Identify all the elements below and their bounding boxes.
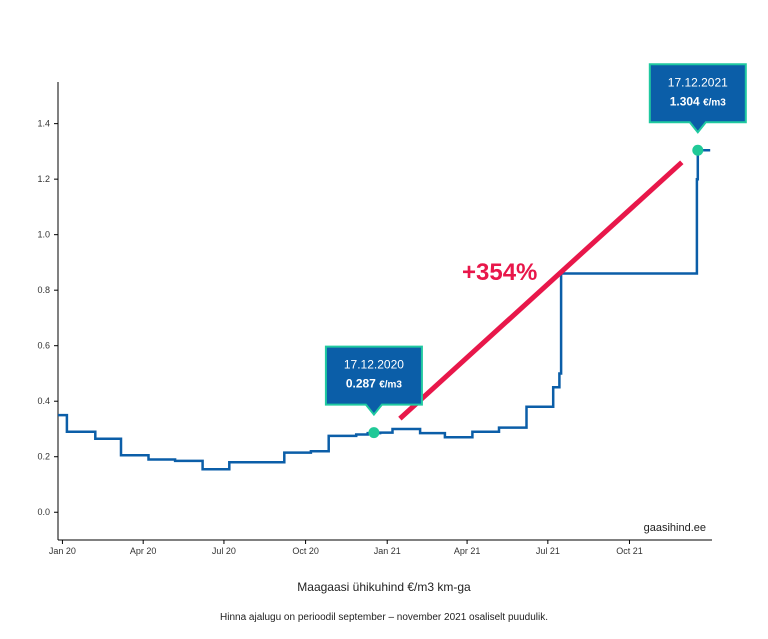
x-tick-label: Jan 20 bbox=[49, 546, 76, 556]
watermark-text: gaasihind.ee bbox=[644, 522, 706, 534]
x-tick-label: Apr 20 bbox=[130, 546, 157, 556]
callout-date: 17.12.2021 bbox=[668, 75, 728, 89]
price-chart: 0.0 0.2 0.4 0.6 0.8 1.0 1.2 1.4 Jan 20 Apr 20 Jul… bbox=[37, 63, 747, 556]
x-tick-label: Jul 21 bbox=[536, 546, 560, 556]
callout-value: 1.304 €/m3 bbox=[670, 94, 727, 108]
y-tick-label: 1.2 bbox=[37, 174, 50, 184]
x-tick-label: Apr 21 bbox=[454, 546, 481, 556]
callout-1: 17.12.2021 1.304 €/m3 bbox=[648, 63, 747, 134]
y-tick-label: 0.8 bbox=[37, 285, 50, 295]
caption-note: Hinna ajalugu on perioodil september – n… bbox=[220, 612, 548, 623]
x-ticks: Jan 20 Apr 20 Jul 20 Oct 20 Jan 21 Apr 21 Jul … bbox=[49, 540, 643, 556]
callout-unit: €/m3 bbox=[379, 380, 402, 391]
y-tick-label: 0.0 bbox=[37, 507, 50, 517]
x-axis-label: Maagaasi ühikuhind €/m3 km-ga bbox=[297, 580, 471, 594]
callout-box bbox=[648, 63, 747, 134]
data-point-marker bbox=[368, 427, 380, 439]
trend-arrow-line bbox=[398, 160, 684, 421]
x-tick-label: Oct 21 bbox=[616, 546, 643, 556]
percent-change-label: +354% bbox=[462, 259, 537, 286]
price-line bbox=[58, 149, 711, 471]
y-tick-label: 0.2 bbox=[37, 452, 50, 462]
x-tick-label: Jan 21 bbox=[374, 546, 401, 556]
y-ticks: 0.0 0.2 0.4 0.6 0.8 1.0 1.2 1.4 bbox=[37, 119, 58, 517]
x-tick-label: Oct 20 bbox=[292, 546, 319, 556]
y-tick-label: 1.0 bbox=[37, 230, 50, 240]
callout-value: 0.287 €/m3 bbox=[346, 377, 403, 391]
y-tick-label: 1.4 bbox=[37, 119, 50, 129]
callout-unit: €/m3 bbox=[703, 97, 726, 108]
y-tick-label: 0.4 bbox=[37, 396, 50, 406]
x-tick-label: Jul 20 bbox=[212, 546, 236, 556]
callout-date: 17.12.2020 bbox=[344, 358, 404, 372]
callout-0: 17.12.2020 0.287 €/m3 bbox=[324, 345, 423, 417]
callouts: 17.12.2020 0.287 €/m3 17.12.2021 1.304 €/m3 bbox=[324, 63, 747, 439]
callout-box bbox=[324, 345, 423, 417]
data-point-marker bbox=[692, 144, 704, 156]
axes bbox=[57, 82, 712, 541]
y-tick-label: 0.6 bbox=[37, 341, 50, 351]
